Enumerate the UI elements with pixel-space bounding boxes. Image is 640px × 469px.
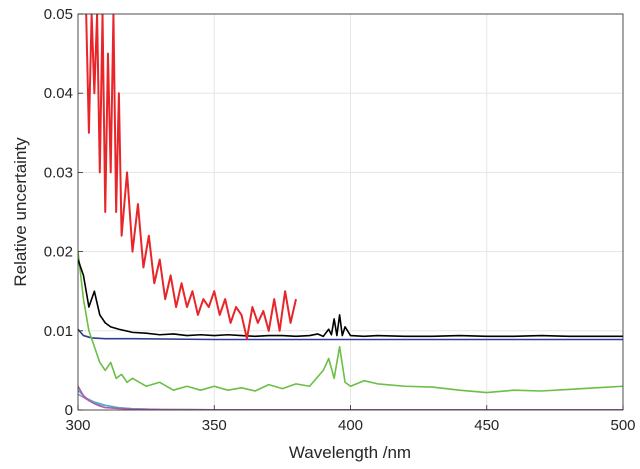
y-tick-label: 0.05 <box>44 6 73 23</box>
y-tick-label: 0.03 <box>44 164 73 181</box>
y-tick-label: 0 <box>65 402 73 419</box>
series-line-1 <box>85 14 297 340</box>
series-line-3 <box>78 328 623 341</box>
x-tick-label: 500 <box>610 417 635 434</box>
x-axis-label: Wavelength /nm <box>289 443 411 462</box>
x-tick-label: 450 <box>474 417 499 434</box>
y-tick-label: 0.01 <box>44 323 73 340</box>
y-axis-label: Relative uncertainty <box>11 137 30 287</box>
x-tick-label: 400 <box>338 417 363 434</box>
axis-ticks: 300 350 400 450 500 0 0.01 0.02 0.03 0.04 0.05 <box>44 6 636 434</box>
y-tick-label: 0.02 <box>44 244 73 261</box>
x-tick-label: 300 <box>65 417 90 434</box>
y-tick-label: 0.04 <box>44 85 73 102</box>
x-tick-label: 350 <box>202 417 227 434</box>
series-line-2 <box>78 259 623 338</box>
series-line-4 <box>78 251 623 394</box>
